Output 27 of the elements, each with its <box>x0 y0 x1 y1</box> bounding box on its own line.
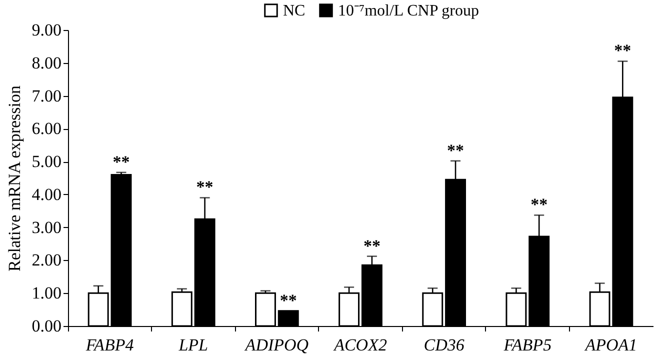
annotation: ** <box>280 290 297 310</box>
annotation: ** <box>447 140 464 160</box>
x-tick-label: CD36 <box>424 336 465 354</box>
annotation: ** <box>614 41 632 60</box>
y-tick-label: 3.00 <box>32 218 62 237</box>
annotation: ** <box>363 236 380 256</box>
x-tick-label: FABP5 <box>502 336 552 354</box>
y-tick-label: 5.00 <box>32 152 62 172</box>
x-tick-label: FABP4 <box>84 336 134 354</box>
annotation: ** <box>530 195 548 214</box>
y-tick-label: 4.00 <box>32 184 62 204</box>
legend-label: NC <box>283 2 306 20</box>
annotation: ** <box>196 178 214 197</box>
annotation: ** <box>112 152 130 172</box>
x-tick-label: LPL <box>178 336 208 354</box>
y-tick-label: 1.00 <box>32 284 62 303</box>
x-tick-label: ADIPOQ <box>244 336 309 354</box>
y-tick-label: 2.00 <box>32 250 62 270</box>
y-tick-label: 8.00 <box>32 53 62 72</box>
y-tick-label: 7.00 <box>32 86 62 106</box>
y-axis-title: Relative mRNA expression <box>4 84 24 272</box>
x-tick-label: APOA1 <box>584 336 638 354</box>
legend-label: 10⁻⁷mol/L CNP group <box>338 2 479 20</box>
y-tick-label: 6.00 <box>32 119 62 138</box>
x-tick-label: ACOX2 <box>333 336 388 354</box>
y-tick-label: 0.00 <box>32 316 62 336</box>
y-tick-label: 9.00 <box>32 20 62 40</box>
